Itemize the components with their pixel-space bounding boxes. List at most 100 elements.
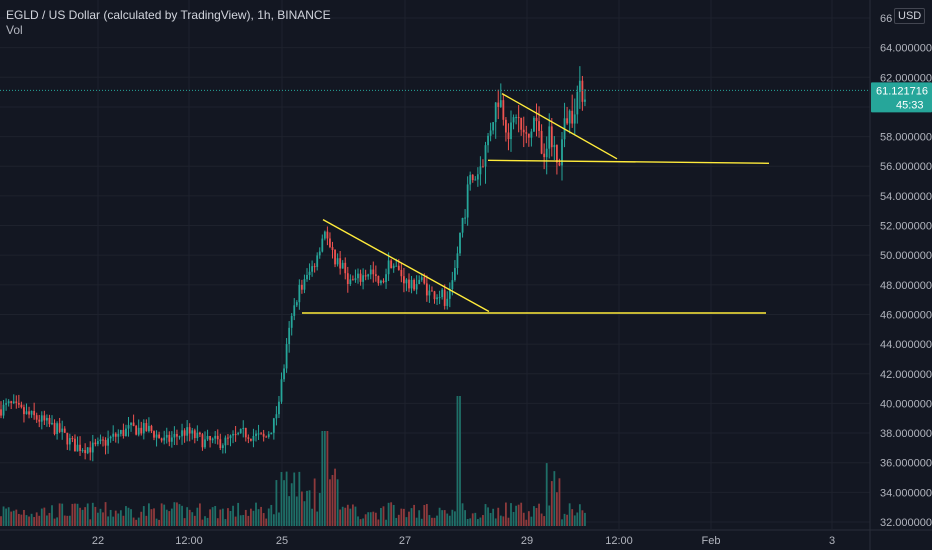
candle-body <box>112 433 115 437</box>
candle-body <box>451 280 454 290</box>
volume-bar <box>344 507 347 526</box>
volume-bar <box>464 510 466 526</box>
volume-bar <box>436 515 438 526</box>
volume-bar <box>372 511 375 526</box>
volume-bar <box>502 516 505 526</box>
candle-body <box>487 135 489 146</box>
candle-body <box>420 277 423 280</box>
volume-bar <box>561 519 563 526</box>
candle-body <box>107 438 109 446</box>
candle-body <box>484 145 487 167</box>
volume-bar <box>173 502 176 526</box>
candle-body <box>76 444 79 452</box>
candle-body <box>497 102 500 107</box>
candle-body <box>272 418 275 433</box>
candle-body <box>507 132 510 140</box>
volume-bar <box>423 505 426 526</box>
candle-body <box>79 444 81 451</box>
currency-badge[interactable]: USD <box>894 8 926 24</box>
candle-body <box>12 401 15 403</box>
y-tick-label: 36.000000 <box>880 458 932 470</box>
volume-bar <box>321 431 324 526</box>
candle-body <box>367 274 370 277</box>
volume-bar <box>538 503 540 526</box>
candle-body <box>148 425 150 432</box>
volume-bar <box>367 512 370 526</box>
candle-body <box>308 271 311 275</box>
volume-bar <box>163 504 166 526</box>
volume-bar <box>186 507 189 526</box>
candle-body <box>275 414 278 419</box>
volume-bar <box>441 510 444 526</box>
candle-body <box>191 430 194 434</box>
candle-body <box>395 265 398 267</box>
volume-bar <box>33 517 36 526</box>
candle-body <box>344 262 347 274</box>
volume-bar <box>456 396 459 526</box>
volume-bar <box>530 516 533 526</box>
volume-bar <box>244 509 247 526</box>
candle-body <box>51 422 53 425</box>
volume-bar <box>170 508 173 526</box>
candle-body <box>323 231 326 239</box>
volume-bar <box>12 510 15 526</box>
candle-body <box>372 269 375 275</box>
volume-bar <box>211 507 214 526</box>
candle-body <box>558 162 561 166</box>
candle-body <box>525 132 528 134</box>
volume-bar <box>563 513 566 526</box>
candle-body <box>482 166 484 168</box>
candle-body <box>237 433 240 435</box>
candle-body <box>392 265 395 269</box>
candle-body <box>387 260 390 275</box>
candle-body <box>186 427 189 436</box>
candle-body <box>71 438 74 440</box>
candle-body <box>385 274 387 283</box>
candle-body <box>334 249 336 265</box>
y-tick-label: 56.000000 <box>880 161 932 173</box>
candle-body <box>438 297 441 299</box>
candle-body <box>265 436 268 438</box>
candle-body <box>357 273 359 279</box>
x-tick-label: 27 <box>399 535 411 547</box>
candle-body <box>403 276 405 284</box>
candle-body <box>550 126 553 148</box>
candle-body <box>109 436 112 439</box>
candle-body <box>431 290 433 292</box>
volume-bar <box>489 512 492 526</box>
candle-body <box>97 441 99 445</box>
candle-body <box>522 129 525 133</box>
volume-bar <box>35 512 38 526</box>
volume-bar <box>148 503 150 526</box>
candle-body <box>408 279 410 289</box>
candle-body <box>234 434 237 436</box>
volume-bar <box>56 517 58 526</box>
volume-bar <box>25 515 28 526</box>
volume-bar <box>270 504 273 526</box>
volume-bar <box>23 509 25 526</box>
volume-bar <box>525 519 528 526</box>
volume-bar <box>280 472 283 526</box>
volume-bar <box>206 517 209 526</box>
volume-bar <box>318 492 321 526</box>
y-tick-label: 58.000000 <box>880 132 932 144</box>
volume-bar <box>168 511 171 526</box>
volume-bar <box>204 516 206 526</box>
volume-bar <box>247 515 250 526</box>
volume-bar <box>150 509 153 526</box>
candle-body <box>224 437 227 446</box>
candle-body <box>137 427 140 435</box>
candle-body <box>130 422 132 426</box>
volume-bar <box>346 504 349 526</box>
candle-body <box>204 439 206 448</box>
volume-bar <box>522 512 525 526</box>
volume-bar <box>510 503 512 526</box>
volume-bar <box>178 504 181 526</box>
candle-body <box>341 262 344 269</box>
candle-body <box>316 255 319 267</box>
candle-body <box>413 279 415 290</box>
volume-bar <box>250 508 252 526</box>
symbol-title: EGLD / US Dollar (calculated by TradingV… <box>6 8 331 22</box>
